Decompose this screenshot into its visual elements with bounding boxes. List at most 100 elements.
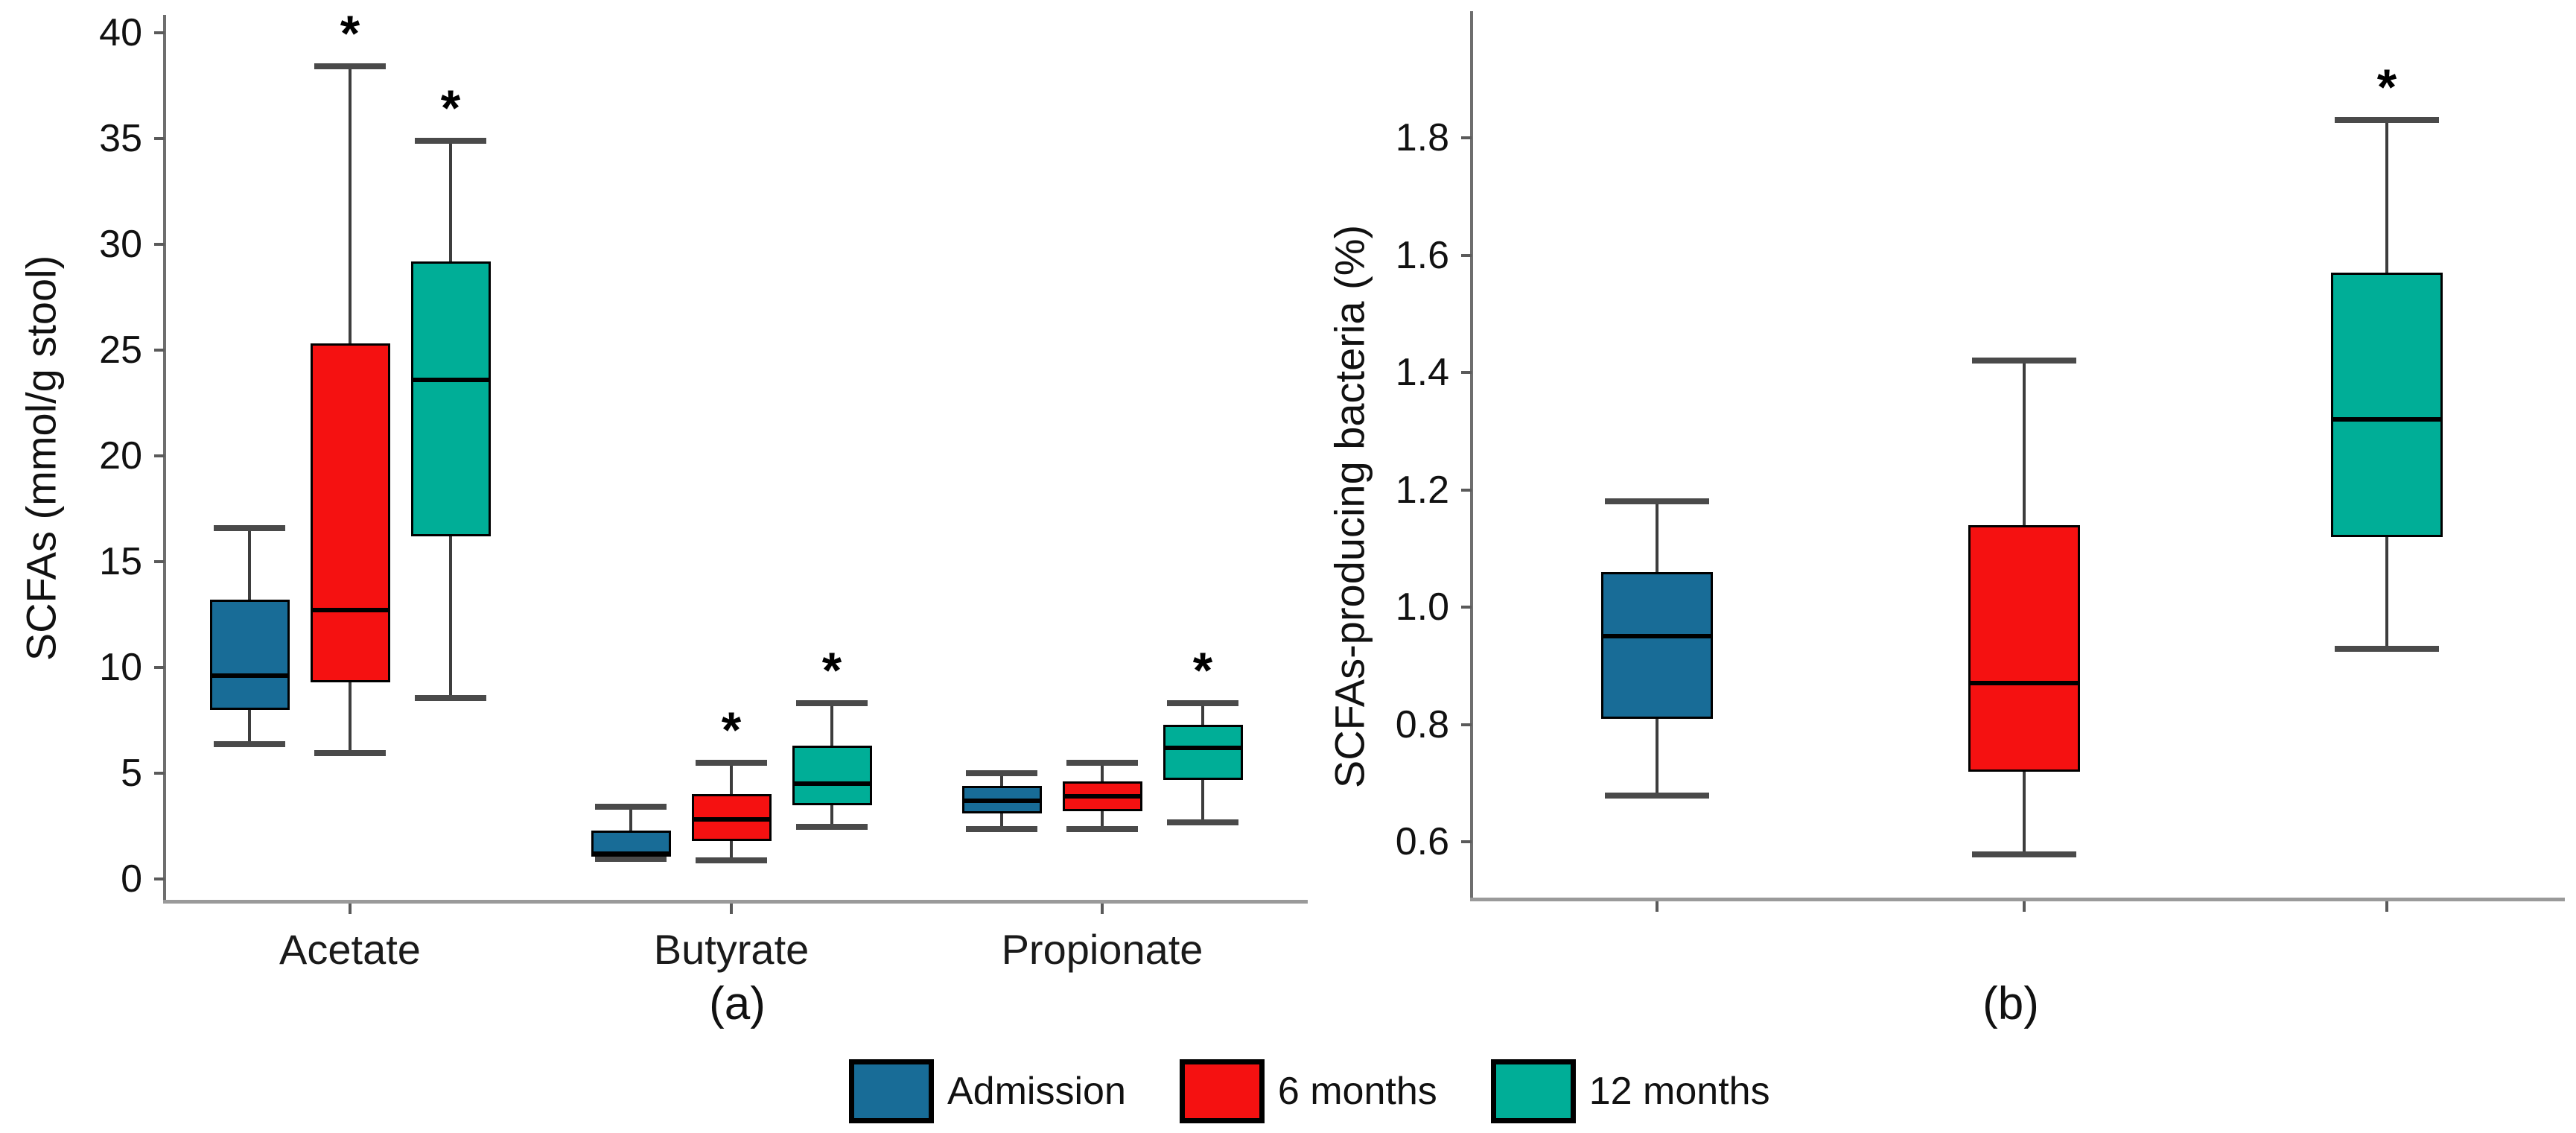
x-tick [2023, 901, 2026, 912]
y-tick-label: 25 [99, 329, 142, 372]
upper-whisker-cap [796, 700, 868, 707]
lower-whisker-cap [1066, 825, 1138, 832]
upper-whisker-cap [314, 63, 386, 70]
lower-whisker [2385, 536, 2388, 649]
lower-whisker-cap [214, 741, 285, 748]
y-axis-line [1470, 11, 1473, 898]
median-line [1968, 681, 2080, 686]
y-tick-label: 1.4 [1395, 351, 1449, 394]
panel-a-label: (a) [709, 978, 766, 1029]
median-line [310, 608, 390, 613]
legend-label: 6 months [1277, 1070, 1437, 1113]
upper-whisker [1656, 501, 1659, 572]
y-tick-label: 1.6 [1395, 233, 1449, 277]
legend-item: 6 months [1179, 1059, 1437, 1123]
median-line [2331, 417, 2443, 422]
upper-whisker-cap [696, 759, 767, 766]
lower-whisker [830, 804, 833, 826]
lower-whisker-cap [1167, 819, 1238, 826]
y-tick-label: 1.8 [1395, 116, 1449, 159]
y-tick-label: 15 [99, 540, 142, 583]
lower-whisker [1000, 813, 1003, 828]
y-tick [1461, 253, 1472, 257]
y-tick [154, 349, 165, 352]
y-tick-label: 35 [99, 117, 142, 160]
upper-whisker-cap [966, 770, 1037, 776]
upper-whisker [449, 140, 452, 261]
median-line [961, 798, 1042, 803]
y-tick-label: 0.6 [1395, 820, 1449, 863]
lower-whisker-cap [966, 825, 1037, 832]
lower-whisker [248, 709, 251, 744]
upper-whisker [1201, 703, 1204, 725]
lower-whisker [349, 682, 352, 752]
y-tick [1461, 371, 1472, 374]
upper-whisker-cap [1972, 358, 2076, 364]
panel-a-y-axis-title: SCFAs (mmol/g stool) [17, 255, 65, 661]
box [1968, 524, 2080, 772]
x-tick [349, 904, 352, 914]
median-line [410, 377, 491, 382]
y-tick [154, 560, 165, 563]
lower-whisker-cap [696, 857, 767, 864]
median-line [209, 673, 290, 679]
significance-star: * [440, 79, 461, 136]
y-tick [1461, 488, 1472, 492]
box [410, 261, 491, 536]
box [209, 600, 290, 710]
category-label: Butyrate [653, 926, 810, 973]
significance-star: * [721, 701, 742, 758]
lower-whisker-cap [2335, 646, 2439, 653]
lower-whisker-cap [796, 824, 868, 830]
y-tick [154, 454, 165, 457]
upper-whisker-cap [1167, 700, 1238, 707]
lower-whisker [1201, 779, 1204, 822]
lower-whisker [2023, 771, 2026, 854]
y-tick [1461, 606, 1472, 609]
y-tick-label: 40 [99, 11, 142, 54]
legend-swatch [1490, 1059, 1576, 1123]
significance-star: * [340, 5, 360, 63]
y-tick [1461, 723, 1472, 726]
upper-whisker-cap [1066, 759, 1138, 766]
upper-whisker [629, 807, 632, 831]
upper-whisker-cap [1605, 498, 1709, 505]
legend-item: Admission [849, 1059, 1126, 1123]
y-tick [1461, 840, 1472, 843]
x-axis-line [163, 900, 1308, 904]
box [2331, 273, 2443, 537]
lower-whisker [1656, 718, 1659, 795]
lower-whisker [730, 840, 733, 860]
y-tick [1461, 136, 1472, 139]
category-label: Propionate [1001, 926, 1203, 973]
x-tick [1656, 901, 1659, 912]
upper-whisker-cap [214, 524, 285, 531]
median-line [792, 781, 872, 787]
y-tick [154, 772, 165, 775]
x-tick [1101, 904, 1104, 914]
box [792, 746, 872, 805]
median-line [1601, 634, 1713, 639]
lower-whisker-cap [595, 855, 667, 862]
y-tick [154, 31, 165, 34]
legend-label: Admission [947, 1070, 1126, 1113]
y-tick [154, 877, 165, 880]
upper-whisker [2385, 120, 2388, 273]
upper-whisker [1000, 773, 1003, 787]
lower-whisker-cap [415, 694, 486, 701]
y-tick-label: 5 [121, 752, 142, 795]
y-tick-label: 1.0 [1395, 585, 1449, 629]
x-tick [730, 904, 733, 914]
legend-label: 12 months [1588, 1070, 1770, 1113]
median-line [1163, 745, 1243, 750]
y-tick-label: 0.8 [1395, 702, 1449, 746]
legend-item: 12 months [1490, 1059, 1770, 1123]
y-tick [154, 243, 165, 246]
box [1601, 571, 1713, 719]
category-label: Acetate [279, 926, 421, 973]
y-tick [154, 666, 165, 669]
significance-star: * [2376, 59, 2397, 116]
median-line [1062, 794, 1142, 799]
y-tick-label: 0 [121, 857, 142, 901]
